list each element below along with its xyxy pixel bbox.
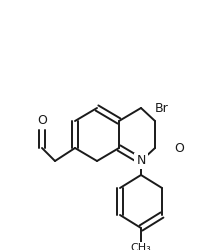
Text: Br: Br bbox=[155, 102, 169, 114]
Text: O: O bbox=[37, 114, 47, 128]
Text: N: N bbox=[136, 154, 146, 168]
Text: O: O bbox=[174, 142, 184, 154]
Text: CH₃: CH₃ bbox=[131, 243, 151, 250]
